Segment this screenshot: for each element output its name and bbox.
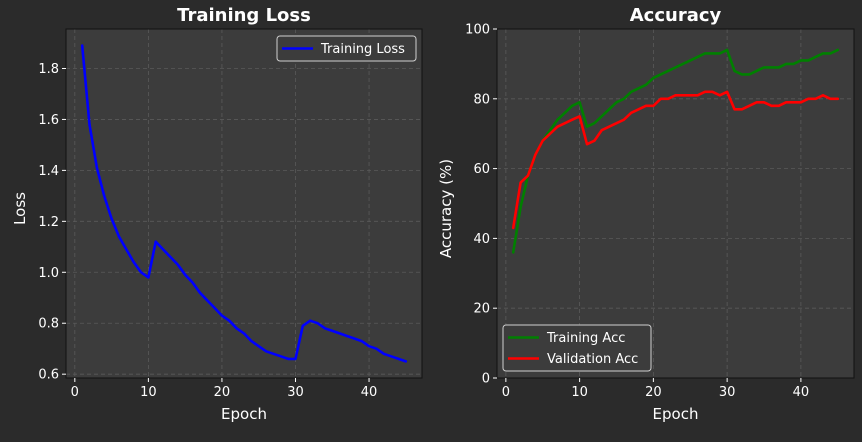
legend-box: [502, 324, 652, 372]
axes-frame: [496, 28, 855, 379]
legend-entry: Training Loss: [320, 42, 405, 57]
legend-entry: Training Acc: [546, 331, 625, 346]
y-tick-label: 60: [473, 162, 490, 177]
y-tick-label: 100: [465, 23, 490, 38]
plot-area: [66, 29, 422, 378]
x-tick-label: 20: [214, 385, 231, 400]
x-tick-label: 30: [719, 385, 736, 400]
y-tick-label: 1.4: [38, 164, 59, 179]
chart-title: Accuracy: [630, 5, 722, 26]
chart-panel-0: 0 10 20 30 40 0.6 0.8 1.0 1.2 1.4 1.6 1.8 Training L…: [11, 5, 423, 423]
x-tick-label: 20: [645, 385, 662, 400]
y-tick-label: 0.8: [38, 317, 59, 332]
x-tick-label: 10: [571, 385, 588, 400]
y-tick-label: 80: [473, 92, 490, 107]
legend-box: [276, 35, 417, 62]
y-tick-label: 1.2: [38, 215, 59, 230]
y-tick-label: 1.0: [38, 266, 59, 281]
y-tick-label: 1.6: [38, 113, 59, 128]
x-tick-label: 30: [287, 385, 304, 400]
series-line-validation-acc: [511, 90, 840, 230]
y-tick-label: 20: [473, 302, 490, 317]
axes-frame: [65, 28, 423, 379]
x-tick-label: 40: [793, 385, 810, 400]
chart-panel-1: 0 10 20 30 40 0 20 40 60 80 100 Accuracy Epoch Accura…: [437, 5, 855, 423]
x-axis-label: Epoch: [221, 405, 267, 423]
y-tick-label: 0: [482, 372, 490, 387]
series-line-training-loss: [80, 44, 408, 363]
y-axis-label: Accuracy (%): [437, 159, 455, 258]
legend: Training Acc Validation Acc: [502, 324, 652, 372]
legend-entry: Validation Acc: [547, 352, 638, 367]
y-tick-label: 40: [473, 232, 490, 247]
y-tick-label: 1.8: [38, 62, 59, 77]
x-tick-label: 40: [361, 385, 378, 400]
y-tick-label: 0.6: [38, 368, 59, 383]
chart-title: Training Loss: [177, 5, 311, 26]
x-tick-label: 10: [140, 385, 157, 400]
x-axis-label: Epoch: [653, 405, 699, 423]
y-axis-label: Loss: [11, 192, 29, 225]
plot-area: [497, 29, 854, 378]
series-line-training-acc: [511, 48, 840, 254]
legend: Training Loss: [276, 35, 417, 62]
x-tick-label: 0: [502, 385, 510, 400]
x-tick-label: 0: [71, 385, 79, 400]
